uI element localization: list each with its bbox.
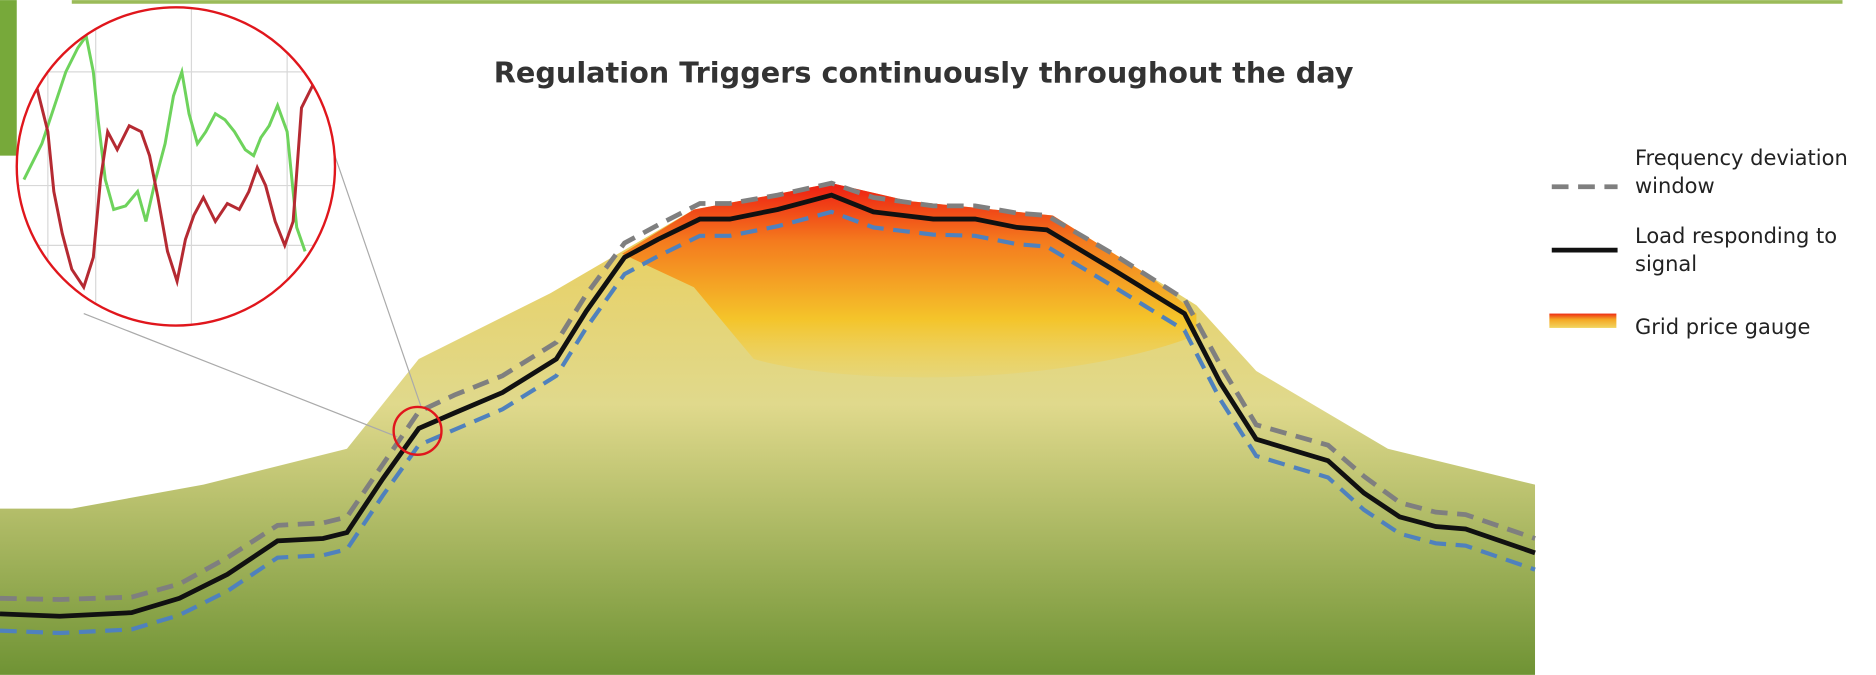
legend-label: Grid price gauge	[1635, 313, 1870, 341]
legend-label: Load responding to signal	[1635, 222, 1870, 278]
legend-label: Frequency deviation window	[1635, 144, 1870, 200]
title: Regulation Triggers continuously through…	[494, 55, 1354, 89]
page: Regulation Triggers continuously through…	[0, 0, 1876, 675]
legend-swatch	[1549, 314, 1616, 328]
zoom-view	[0, 0, 347, 335]
zoom-connector	[84, 314, 397, 437]
diagram: Regulation Triggers continuously through…	[0, 0, 1876, 675]
side-bar	[0, 0, 17, 156]
